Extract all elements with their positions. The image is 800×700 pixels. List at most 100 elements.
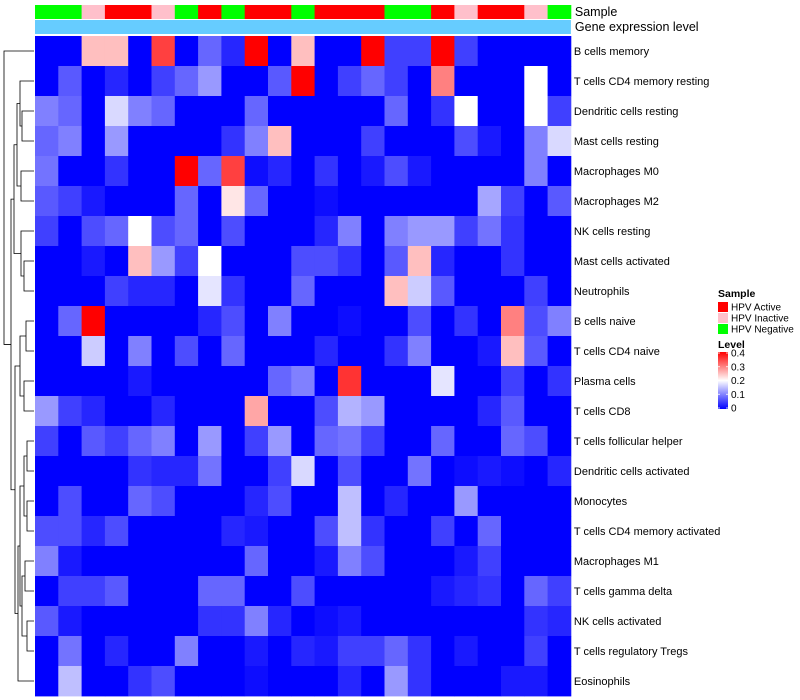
row-label: Dendritic cells resting <box>574 106 679 118</box>
heatmap-cell <box>454 36 479 67</box>
heatmap-cell <box>384 486 409 517</box>
heatmap-cell <box>431 66 455 97</box>
heatmap-cell <box>407 666 432 697</box>
heatmap-cell <box>454 96 479 127</box>
heatmap-cell <box>104 486 129 517</box>
heatmap-cell <box>407 546 432 577</box>
heatmap-cell <box>128 306 152 337</box>
heatmap-cell <box>151 246 176 277</box>
heatmap-cell <box>174 396 199 427</box>
heatmap-cell <box>407 606 432 637</box>
heatmap-cell <box>337 516 362 547</box>
heatmap-cell <box>198 96 222 127</box>
sample-annotation-cell <box>337 5 362 19</box>
heatmap-cell <box>407 186 432 217</box>
heatmap-cell <box>384 516 409 547</box>
heatmap-cell <box>407 66 432 97</box>
heatmap-cell <box>151 336 176 367</box>
dendrogram-branch <box>21 575 27 637</box>
heatmap-cell <box>454 486 479 517</box>
heatmap-cell <box>431 606 455 637</box>
heatmap-cell <box>361 486 385 517</box>
heatmap-cell <box>524 546 548 577</box>
heatmap-cell <box>128 96 152 127</box>
heatmap-cell <box>361 516 385 547</box>
row-label: T cells regulatory Tregs <box>574 646 689 658</box>
heatmap-cell <box>337 576 362 607</box>
sample-annotation-cell <box>35 5 59 19</box>
heatmap-cell <box>314 96 339 127</box>
heatmap-cell <box>174 666 199 697</box>
heatmap-cell <box>547 576 572 607</box>
colorbar-tick-label: 0.1 <box>731 390 745 401</box>
heatmap-cell <box>104 426 129 457</box>
heatmap-cell <box>501 216 525 247</box>
heatmap-cell <box>547 636 572 667</box>
heatmap-cell <box>501 36 525 67</box>
heatmap-cell <box>174 456 199 487</box>
heatmap-cell <box>104 396 129 427</box>
sample-annotation-cell <box>151 5 176 19</box>
heatmap-cell <box>431 96 455 127</box>
row-label: Macrophages M1 <box>574 556 659 568</box>
colorbar-tick-label: 0.4 <box>731 349 745 360</box>
heatmap-cell <box>314 606 339 637</box>
heatmap-cell <box>501 96 525 127</box>
heatmap-cell <box>104 156 129 187</box>
heatmap-cell <box>291 156 315 187</box>
heatmap-cell <box>407 36 432 67</box>
heatmap-cell <box>314 576 339 607</box>
heatmap-cell <box>198 216 222 247</box>
heatmap-cell <box>407 636 432 667</box>
heatmap-cell <box>501 126 525 157</box>
heatmap-cell <box>104 336 129 367</box>
heatmap-cell <box>454 186 479 217</box>
dendrogram-branch <box>23 455 27 517</box>
heatmap-cell <box>454 66 479 97</box>
heatmap-cell <box>361 426 385 457</box>
heatmap-cell <box>384 276 409 307</box>
heatmap-cell <box>128 276 152 307</box>
heatmap-cell <box>81 156 106 187</box>
colorbar-tick-label: 0 <box>731 404 737 415</box>
heatmap-cell <box>244 126 269 157</box>
heatmap-cell <box>501 366 525 397</box>
heatmap-cell <box>407 276 432 307</box>
heatmap-cell <box>244 156 269 187</box>
heatmap-cell <box>174 336 199 367</box>
heatmap-cell <box>35 216 59 247</box>
heatmap-cell <box>477 216 502 247</box>
heatmap-cell <box>454 336 479 367</box>
heatmap-cell <box>314 636 339 667</box>
heatmap-cell <box>314 336 339 367</box>
heatmap-cell <box>151 516 176 547</box>
heatmap-cell <box>524 186 548 217</box>
row-label: Mast cells resting <box>574 136 659 148</box>
heatmap-cell <box>547 606 572 637</box>
heatmap-cell <box>151 186 176 217</box>
heatmap-cell <box>501 306 525 337</box>
heatmap-cell <box>524 216 548 247</box>
heatmap-cell <box>244 366 269 397</box>
heatmap-cell <box>547 276 572 307</box>
heatmap-cell <box>244 606 269 637</box>
heatmap-cell <box>477 246 502 277</box>
heatmap-cell <box>198 636 222 667</box>
heatmap-cell <box>198 66 222 97</box>
row-label: Dendritic cells activated <box>574 466 690 478</box>
heatmap-cell <box>384 576 409 607</box>
heatmap-cell <box>547 456 572 487</box>
heatmap-cell <box>268 606 292 637</box>
heatmap-cell <box>477 306 502 337</box>
heatmap-cell <box>128 216 152 247</box>
sample-annotation-cell <box>291 5 315 19</box>
heatmap-cell <box>314 426 339 457</box>
heatmap-cell <box>221 606 246 637</box>
heatmap-cell <box>198 156 222 187</box>
heatmap-cell <box>501 276 525 307</box>
heatmap-cell <box>524 36 548 67</box>
heatmap-cell <box>151 366 176 397</box>
heatmap-cell <box>524 636 548 667</box>
heatmap-cell <box>244 336 269 367</box>
heatmap-cell <box>431 576 455 607</box>
